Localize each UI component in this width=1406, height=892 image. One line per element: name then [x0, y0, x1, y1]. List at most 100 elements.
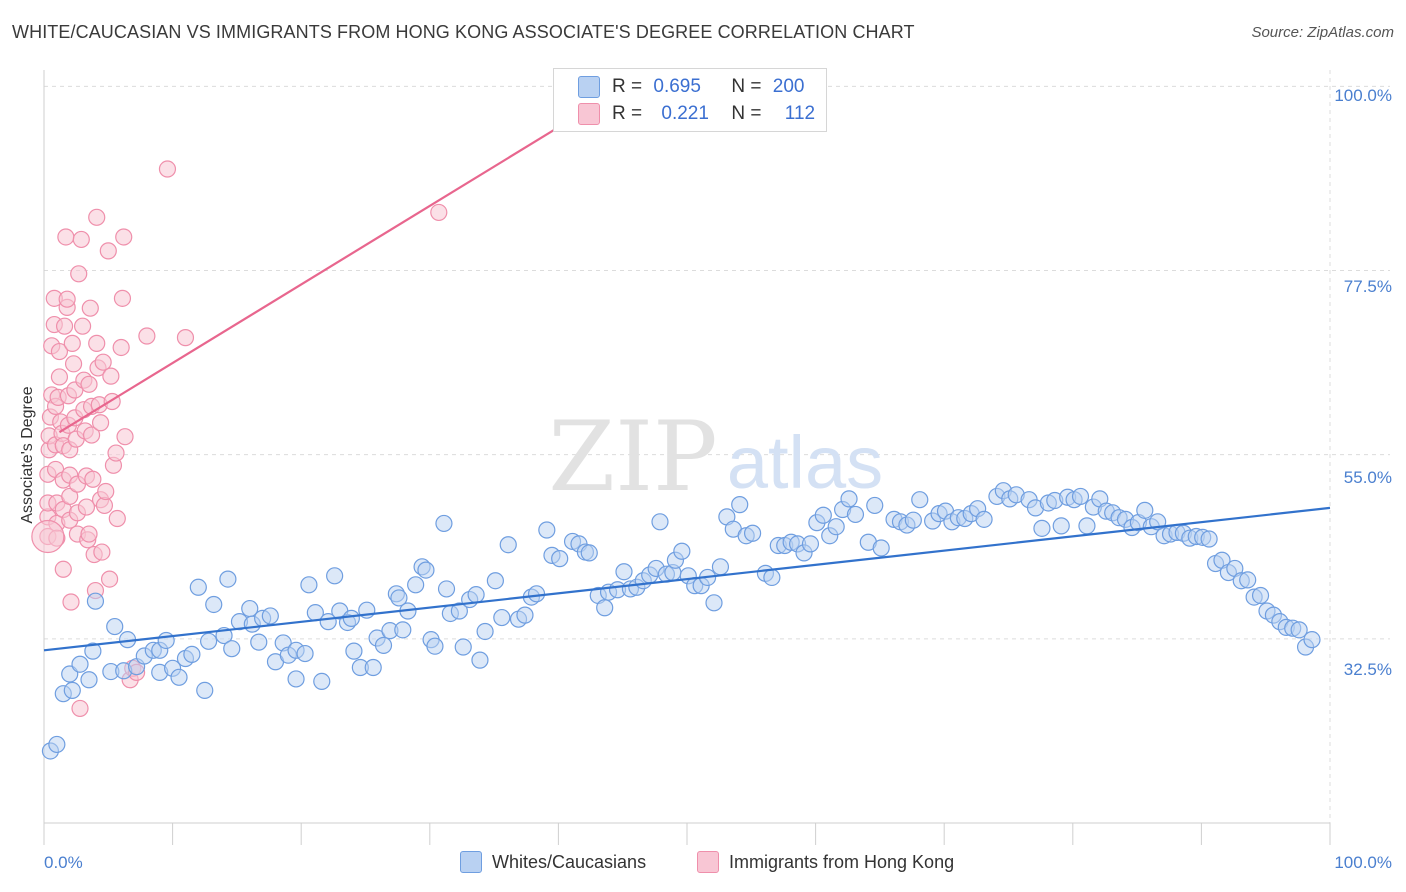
- whites-point: [200, 632, 218, 650]
- hong-kong-point: [116, 428, 134, 446]
- legend-swatch-pink: [697, 851, 719, 873]
- hong-kong-point: [113, 289, 132, 307]
- whites-point: [80, 671, 98, 689]
- whites-point: [71, 655, 89, 673]
- hong-kong-point: [80, 525, 98, 543]
- n-label: N =: [731, 103, 762, 124]
- whites-point: [106, 617, 124, 636]
- whites-point: [580, 544, 598, 562]
- legend-item-whites[interactable]: Whites/Caucasians: [460, 851, 646, 873]
- hong-kong-point: [55, 317, 74, 335]
- hong-kong-point: [94, 353, 112, 371]
- hong-kong-point: [108, 509, 126, 528]
- y-tick-label: 100.0%: [1334, 86, 1392, 105]
- hong-kong-point: [158, 160, 177, 178]
- hong-kong-point: [50, 368, 69, 386]
- whites-point: [911, 491, 929, 509]
- chart-title: WHITE/CAUCASIAN VS IMMIGRANTS FROM HONG …: [12, 22, 915, 42]
- source-label: Source: ZipAtlas.com: [1251, 24, 1394, 41]
- whites-point: [417, 561, 435, 579]
- watermark-zip: ZIP: [548, 401, 717, 513]
- hong-kong-point: [63, 334, 81, 352]
- whites-point: [866, 496, 884, 515]
- whites-point: [364, 658, 382, 677]
- whites-point: [486, 572, 504, 590]
- whites-point: [157, 631, 175, 650]
- whites-point: [1052, 517, 1070, 535]
- hong-kong-point: [72, 230, 90, 249]
- whites-point: [551, 550, 569, 568]
- n-label: N =: [731, 76, 762, 97]
- whites-point: [223, 640, 241, 658]
- whites-point: [313, 672, 331, 691]
- whites-point: [454, 638, 472, 656]
- whites-point: [471, 651, 489, 669]
- hong-kong-point: [61, 487, 79, 506]
- whites-point: [840, 490, 858, 508]
- whites-point: [1200, 530, 1218, 548]
- whites-point: [731, 496, 749, 514]
- whites-point: [975, 510, 993, 528]
- whites-point: [904, 511, 922, 529]
- legend-swatch-pink: [578, 103, 600, 125]
- hong-kong-point: [88, 334, 106, 352]
- whites-point: [63, 681, 81, 700]
- whites-point: [516, 606, 534, 624]
- legend-item-hong-kong[interactable]: Immigrants from Hong Kong: [697, 851, 954, 873]
- whites-point: [296, 644, 314, 663]
- whites-point: [345, 642, 363, 660]
- whites-point: [1033, 519, 1051, 537]
- hong-kong-point: [93, 543, 111, 561]
- whites-point: [205, 595, 223, 614]
- whites-point: [1078, 517, 1096, 535]
- hong-kong-point: [107, 444, 125, 462]
- hong-kong-point: [31, 519, 65, 554]
- whites-point: [1251, 586, 1270, 605]
- n-value: 112: [784, 103, 816, 124]
- r-label: R =: [612, 103, 643, 124]
- whites-point: [705, 594, 723, 612]
- hong-kong-point: [70, 265, 88, 283]
- whites-point: [300, 576, 318, 594]
- hong-kong-point: [91, 414, 110, 432]
- whites-point: [538, 521, 556, 539]
- r-value: 0.221: [661, 103, 709, 124]
- hong-kong-point: [82, 426, 101, 444]
- whites-point: [763, 568, 781, 587]
- whites-point: [1071, 487, 1090, 506]
- legend-label: Immigrants from Hong Kong: [729, 851, 955, 872]
- hong-kong-point: [77, 498, 96, 516]
- whites-point: [390, 589, 408, 607]
- whites-point: [183, 645, 201, 663]
- hong-kong-point: [81, 299, 99, 317]
- y-tick-label: 55.0%: [1343, 468, 1392, 487]
- whites-point: [711, 558, 730, 576]
- whites-point: [1290, 621, 1308, 639]
- whites-point: [287, 670, 305, 688]
- whites-point: [596, 599, 614, 617]
- hong-kong-point: [57, 228, 75, 246]
- hong-kong-point: [97, 482, 115, 501]
- watermark-atlas: atlas: [727, 421, 883, 504]
- whites-point: [1239, 571, 1257, 589]
- hong-kong-point: [88, 208, 106, 226]
- x-tick-label-min: 0.0%: [44, 853, 83, 872]
- whites-point: [814, 506, 832, 524]
- hong-kong-point: [430, 203, 448, 222]
- whites-point: [846, 505, 865, 524]
- legend-swatch-blue: [460, 851, 482, 873]
- whites-point: [394, 621, 412, 639]
- legend-label: Whites/Caucasians: [492, 851, 647, 872]
- hong-kong-point: [115, 228, 133, 246]
- whites-point: [196, 681, 214, 700]
- whites-point: [84, 642, 102, 660]
- whites-point: [499, 536, 517, 554]
- whites-point: [450, 602, 468, 620]
- whites-trend-line: [43, 506, 1331, 652]
- watermark: ZIP atlas: [548, 401, 883, 513]
- legend-row-whites: R = 0.695 N = 200: [578, 75, 804, 99]
- whites-point: [374, 636, 393, 654]
- whites-point: [827, 518, 845, 536]
- hong-kong-point: [176, 329, 195, 347]
